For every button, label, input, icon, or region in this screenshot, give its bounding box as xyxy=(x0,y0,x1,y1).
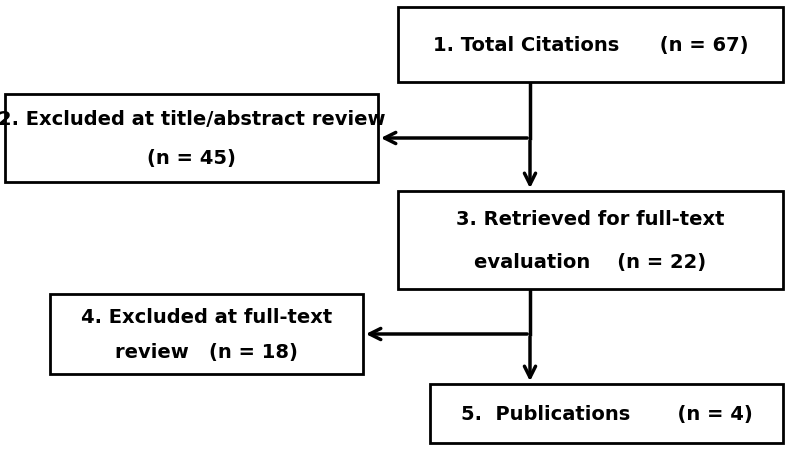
Bar xyxy=(398,8,783,83)
Text: 4. Excluded at full-text: 4. Excluded at full-text xyxy=(81,307,332,326)
Text: 5.  Publications       (n = 4): 5. Publications (n = 4) xyxy=(460,404,752,423)
Bar xyxy=(50,295,363,374)
Bar xyxy=(430,384,783,443)
Bar xyxy=(5,95,378,183)
Text: 3. Retrieved for full-text: 3. Retrieved for full-text xyxy=(456,209,725,229)
Text: evaluation    (n = 22): evaluation (n = 22) xyxy=(475,253,706,272)
Bar xyxy=(398,192,783,290)
Text: review   (n = 18): review (n = 18) xyxy=(115,342,298,361)
Text: (n = 45): (n = 45) xyxy=(147,148,236,167)
Text: 1. Total Citations      (n = 67): 1. Total Citations (n = 67) xyxy=(433,36,748,55)
Text: 2. Excluded at title/abstract review: 2. Excluded at title/abstract review xyxy=(0,110,385,129)
